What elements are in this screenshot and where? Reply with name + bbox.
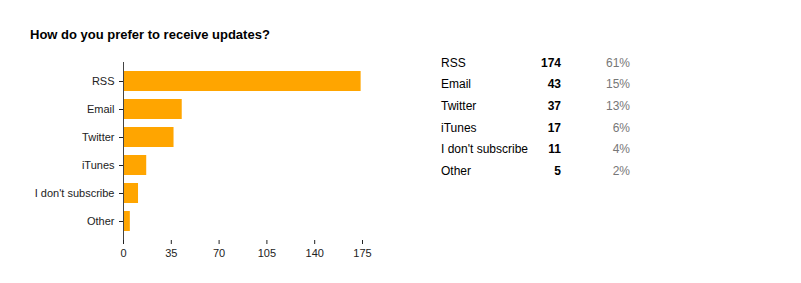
html-text:Email: Email bbox=[441, 77, 471, 92]
html-text:6%: 6% bbox=[612, 120, 630, 135]
html-text:How do you prefer to receive u: How do you prefer to receive updates? bbox=[30, 27, 270, 42]
html-text:174: 174 bbox=[541, 55, 561, 70]
html-text:Other: Other bbox=[441, 163, 471, 178]
svg-text:Other: Other bbox=[87, 215, 115, 227]
html-text:I don't subscribe: I don't subscribe bbox=[441, 142, 528, 157]
html-text:5: 5 bbox=[554, 163, 561, 178]
svg-text:70: 70 bbox=[213, 247, 225, 259]
svg-text:35: 35 bbox=[165, 247, 177, 259]
html-text:11: 11 bbox=[548, 142, 561, 157]
html-text:2%: 2% bbox=[612, 163, 630, 178]
svg-text:175: 175 bbox=[353, 247, 371, 259]
html-text:43: 43 bbox=[547, 77, 561, 92]
html-text:4%: 4% bbox=[612, 142, 630, 157]
svg-text:RSS: RSS bbox=[92, 75, 115, 87]
html-text:61%: 61% bbox=[606, 55, 630, 70]
html-text:RSS: RSS bbox=[441, 55, 466, 70]
svg-text:I don't subscribe: I don't subscribe bbox=[35, 187, 115, 199]
html-text:iTunes: iTunes bbox=[441, 120, 477, 135]
html-text:15%: 15% bbox=[606, 77, 630, 92]
html-text:37: 37 bbox=[547, 99, 561, 113]
html-text:17: 17 bbox=[547, 120, 561, 135]
svg-text:iTunes: iTunes bbox=[82, 159, 115, 171]
html-text:Twitter: Twitter bbox=[441, 99, 477, 113]
html-text:13%: 13% bbox=[606, 99, 630, 113]
svg-text:0: 0 bbox=[120, 247, 126, 259]
svg-text:Twitter: Twitter bbox=[82, 131, 115, 143]
svg-text:105: 105 bbox=[258, 247, 276, 259]
svg-text:Email: Email bbox=[87, 103, 115, 115]
svg-text:140: 140 bbox=[306, 247, 324, 259]
